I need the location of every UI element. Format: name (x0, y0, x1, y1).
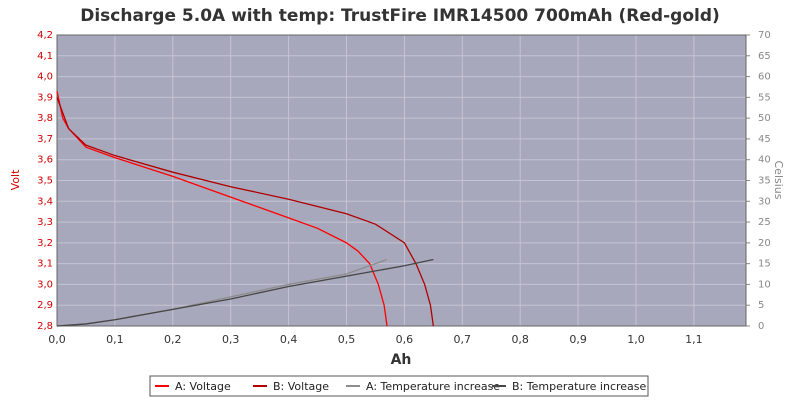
legend (149, 375, 649, 397)
x-tick-label: 0,4 (280, 333, 298, 346)
y-tick-label: 4,1 (37, 51, 53, 62)
y-tick-label: 3,2 (37, 238, 53, 249)
y2-tick-label: 30 (758, 196, 771, 207)
x-tick-label: 0,2 (164, 333, 182, 346)
y-tick-label: 2,9 (37, 300, 53, 311)
x-tick-label: 0,9 (569, 333, 587, 346)
y2-axis-label: Celsius (772, 161, 785, 200)
y2-tick-label: 45 (758, 134, 771, 145)
y2-tick-label: 10 (758, 279, 771, 290)
y2-tick-label: 0 (758, 321, 764, 332)
x-tick-label: 0,5 (338, 333, 356, 346)
series-line (56, 258, 434, 327)
y2-tick-label: 35 (758, 176, 771, 187)
y2-tick-label: 60 (758, 72, 771, 83)
y-tick-label: 3,3 (37, 217, 53, 228)
x-tick-label: 0,0 (48, 333, 66, 346)
legend-label: A: Temperature increase (366, 380, 500, 393)
y-tick-label: 3,0 (37, 279, 53, 290)
y2-tick-label: 20 (758, 238, 771, 249)
y2-tick-label: 5 (758, 300, 764, 311)
y-tick-label: 3,7 (37, 134, 53, 145)
y2-tick-label: 65 (758, 51, 771, 62)
chart-title: Discharge 5.0A with temp: TrustFire IMR1… (80, 6, 720, 26)
y2-tick-label: 40 (758, 155, 771, 166)
x-tick-label: 0,3 (222, 333, 240, 346)
plot-border (56, 34, 747, 327)
x-tick-label: 0,6 (396, 333, 414, 346)
y-tick-label: 4,0 (37, 72, 53, 83)
y-tick-label: 2,8 (37, 321, 53, 332)
legend-label: A: Voltage (175, 380, 231, 393)
x-axis-label: Ah (391, 352, 412, 368)
y2-tick-label: 70 (758, 30, 771, 41)
y-tick-label: 3,8 (37, 113, 53, 124)
series-line (56, 97, 434, 327)
y2-tick-label: 55 (758, 92, 771, 103)
y2-tick-label: 50 (758, 113, 771, 124)
y-tick-label: 3,4 (37, 196, 53, 207)
y-tick-label: 4,2 (37, 30, 53, 41)
x-tick-label: 1,1 (685, 333, 703, 346)
y-tick-label: 3,5 (37, 176, 53, 187)
x-tick-label: 0,8 (511, 333, 529, 346)
y-tick-label: 3,6 (37, 155, 53, 166)
y-tick-label: 3,1 (37, 259, 53, 270)
legend-label: B: Voltage (273, 380, 329, 393)
x-tick-label: 0,1 (106, 333, 124, 346)
x-tick-label: 0,7 (454, 333, 472, 346)
y-axis-label: Volt (9, 169, 22, 190)
y-tick-label: 3,9 (37, 92, 53, 103)
x-tick-label: 1,0 (627, 333, 645, 346)
y2-tick-label: 15 (758, 259, 771, 270)
y2-tick-label: 25 (758, 217, 771, 228)
legend-label: B: Temperature increase (512, 380, 647, 393)
